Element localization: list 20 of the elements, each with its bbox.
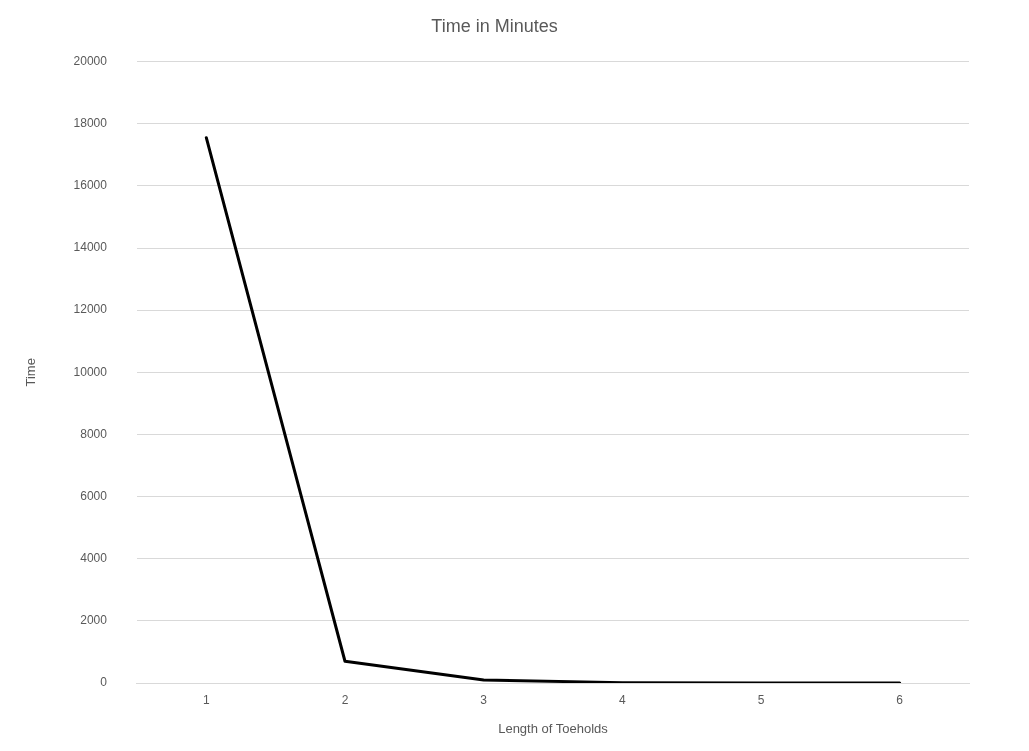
y-tick-label: 14000 xyxy=(73,240,108,255)
y-axis-title: Time xyxy=(23,358,39,387)
x-tick-label: 3 xyxy=(480,692,488,707)
y-tick-label: 2000 xyxy=(80,613,108,628)
y-tick-label: 6000 xyxy=(80,488,108,503)
x-tick-label: 1 xyxy=(202,692,210,707)
chart-title: Time in Minutes xyxy=(431,15,558,36)
x-tick-label: 6 xyxy=(896,692,904,707)
y-tick-label: 16000 xyxy=(73,178,108,193)
y-tick-label: 20000 xyxy=(73,53,108,68)
y-tick-label: 10000 xyxy=(73,364,108,379)
y-tick-label: 0 xyxy=(100,675,108,690)
x-tick-label: 5 xyxy=(757,692,765,707)
x-tick-label: 4 xyxy=(618,692,626,707)
y-tick-label: 12000 xyxy=(73,302,108,317)
y-tick-label: 18000 xyxy=(73,116,108,131)
y-tick-label: 8000 xyxy=(80,426,108,441)
x-tick-label: 2 xyxy=(341,692,349,707)
x-axis-title: Length of Toeholds xyxy=(498,720,609,736)
y-tick-label: 4000 xyxy=(80,551,108,566)
